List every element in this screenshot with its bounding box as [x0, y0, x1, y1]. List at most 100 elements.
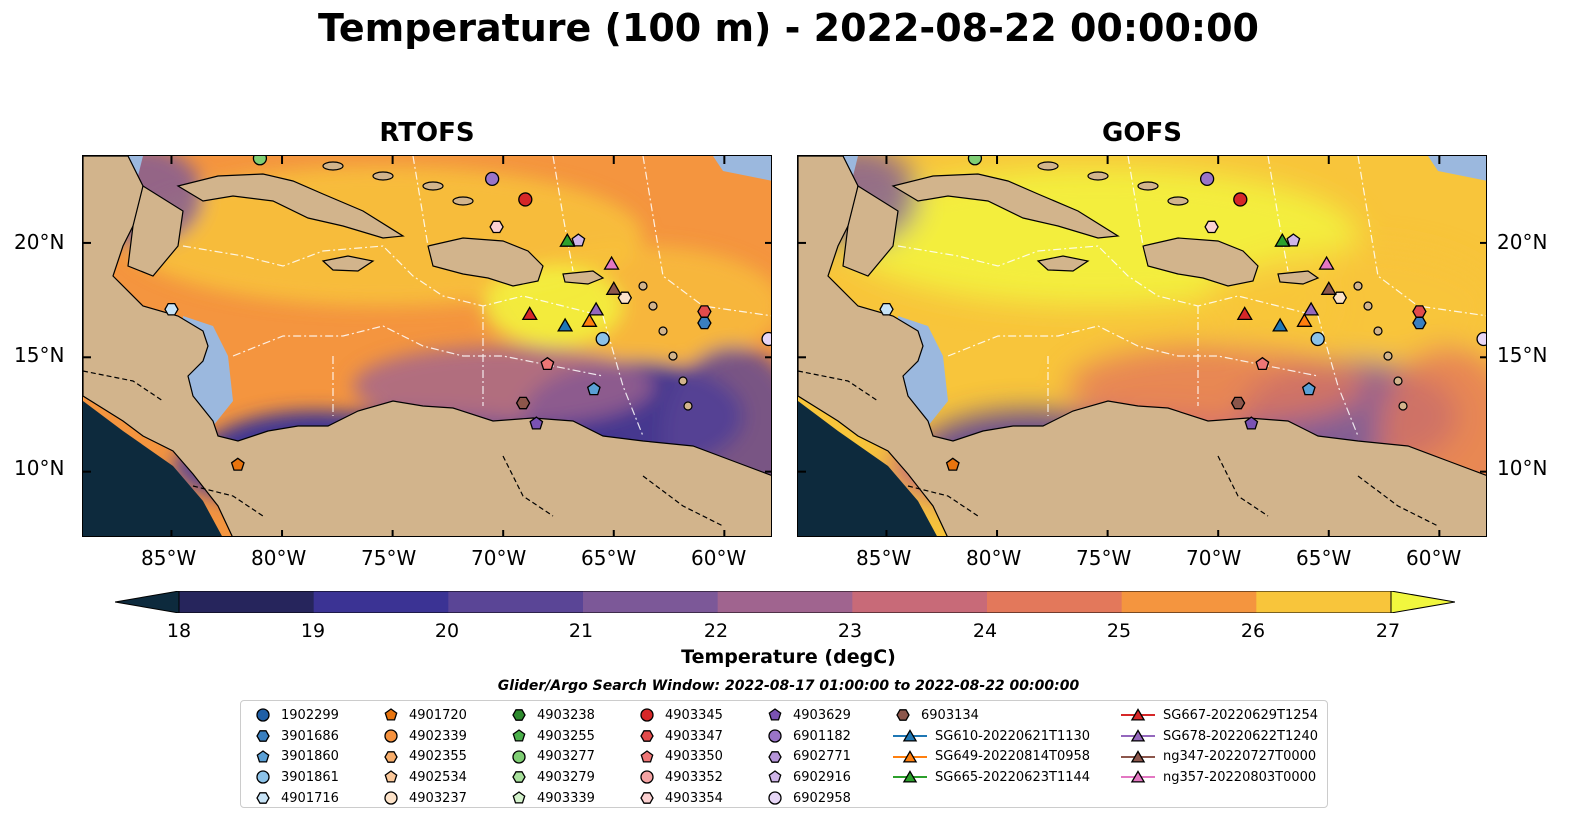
bahamas-island	[372, 171, 394, 181]
platform-marker	[518, 192, 533, 207]
legend-item: 4903279	[509, 767, 595, 788]
jamaica-island	[1036, 255, 1090, 272]
circle-shape	[256, 770, 270, 785]
circle-shape	[512, 750, 526, 764]
colorbar-tick: 27	[1375, 620, 1401, 642]
legend-column: 4901720 4902339 4902355 4902534 4903237	[381, 705, 467, 808]
antilles-island	[658, 326, 668, 336]
mainland-land	[83, 156, 771, 536]
legend-label: ng357-20220803T0000	[1163, 769, 1317, 785]
platform-marker	[605, 281, 622, 295]
platform-marker	[581, 313, 598, 327]
circle-icon	[384, 729, 398, 743]
platform-marker	[1302, 301, 1320, 316]
pentagon-icon	[512, 729, 526, 742]
triangle-icon	[1121, 729, 1155, 742]
circle-icon	[640, 708, 654, 722]
colorbar-tick: 23	[837, 620, 863, 642]
antilles-island	[1393, 376, 1403, 386]
pentagon-shape	[256, 749, 270, 763]
platform-marker	[1332, 291, 1348, 305]
pentagon-icon	[768, 708, 782, 721]
hexagon-shape	[512, 709, 526, 722]
antilles-island	[1363, 301, 1373, 311]
legend-item: SG649-20220814T0958	[893, 746, 1090, 767]
lat-tick-20n-right: 20°N	[1497, 230, 1548, 254]
pacific-ocean	[798, 401, 937, 536]
platform-marker	[1296, 313, 1313, 327]
legend-item: 4903339	[509, 788, 595, 809]
platform-marker	[879, 302, 894, 316]
lat-tick-10n-right: 10°N	[1497, 456, 1548, 480]
platform-marker	[1301, 381, 1316, 396]
platform-marker	[529, 416, 544, 430]
bahamas-island	[1037, 161, 1059, 171]
colorbar-tick: 22	[703, 620, 729, 642]
legend-label: 4902355	[409, 749, 467, 765]
eez-boundaries	[182, 156, 771, 437]
legend-item: 6901182	[765, 726, 851, 747]
legend-item: 3901860	[253, 746, 339, 767]
map-panel-rtofs	[82, 155, 772, 537]
mainland-land	[798, 156, 1486, 536]
legend-item: 4903255	[509, 726, 595, 747]
legend-column: SG667-20220629T1254 SG678-20220622T1240 ng…	[1121, 705, 1318, 788]
search-window-text: Glider/Argo Search Window: 2022-08-17 01…	[497, 678, 1080, 694]
legend-label: SG665-20220623T1144	[935, 769, 1091, 785]
legend-item: ng357-20220803T0000	[1121, 767, 1318, 788]
triangle-icon	[893, 729, 927, 742]
map-canvas-gofs	[798, 156, 1486, 536]
shelf-area	[713, 156, 771, 181]
platform-marker	[1274, 232, 1291, 247]
platform-marker	[1412, 316, 1427, 330]
platform-marker	[1244, 416, 1259, 430]
platform-marker	[761, 331, 771, 347]
hexagon-icon	[512, 771, 526, 784]
triangle-icon	[1121, 749, 1155, 763]
triangle-shape	[1130, 729, 1146, 742]
hispaniola-island	[427, 237, 544, 287]
legend-item: 4903345	[637, 705, 723, 726]
platform-marker	[571, 233, 586, 247]
legend-item: 6902771	[765, 746, 851, 767]
legend-item: 1902299	[253, 705, 339, 726]
antilles-island	[1383, 351, 1393, 361]
legend-item: 4901716	[253, 788, 339, 809]
legend-item: 6903134	[893, 705, 1090, 726]
triangle-icon	[1121, 708, 1155, 721]
legend-label: 6902958	[793, 790, 851, 806]
hexagon-shape	[640, 792, 654, 804]
platform-marker	[252, 156, 268, 166]
pentagon-shape	[768, 770, 782, 783]
legend-label: 3901861	[281, 769, 339, 785]
platform-marker	[515, 396, 531, 410]
circle-shape	[256, 708, 270, 722]
country-borders	[798, 370, 1439, 527]
circle-shape	[640, 770, 654, 785]
antilles-island	[1353, 281, 1363, 291]
legend-item: SG678-20220622T1240	[1121, 726, 1318, 747]
hexagon-icon	[896, 709, 910, 722]
lon-tick-70w-right: 70°W	[1186, 546, 1242, 570]
circle-shape	[384, 729, 398, 743]
platform-marker	[967, 156, 983, 166]
country-borders	[83, 370, 724, 527]
circle-icon	[640, 770, 654, 785]
circle-icon	[768, 791, 782, 805]
legend-item: 4903237	[381, 788, 467, 809]
bahamas-island	[1087, 171, 1109, 181]
eez-boundaries	[897, 156, 1486, 437]
legend-label: 4903339	[537, 790, 595, 806]
legend-label: 6903134	[921, 707, 979, 723]
legend: 1902299 3901686 3901860 3901861 4901716 49017…	[240, 700, 1328, 808]
map-panel-gofs	[797, 155, 1487, 537]
colorbar-tick: 20	[434, 620, 460, 642]
circle-icon	[768, 729, 782, 743]
legend-label: 4903279	[537, 769, 595, 785]
lon-tick-85w-left: 85°W	[141, 546, 197, 570]
legend-item: ng347-20220727T0000	[1121, 746, 1318, 767]
cuba-island	[891, 173, 1120, 239]
lat-tick-15n-right: 15°N	[1497, 343, 1548, 367]
platform-marker	[164, 302, 179, 316]
legend-item: 4903352	[637, 767, 723, 788]
